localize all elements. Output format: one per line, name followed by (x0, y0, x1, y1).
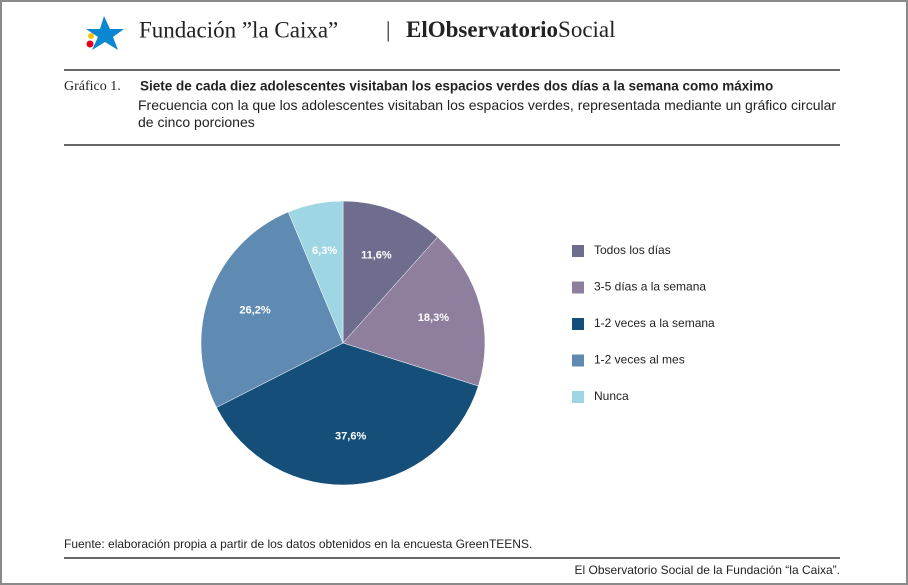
footer: El Observatorio Social de la Fundación “… (575, 563, 840, 577)
pie-slice (342, 200, 438, 344)
pie-slice (200, 211, 344, 408)
pie-slice (216, 342, 479, 486)
figure-label: Gráfico 1. (64, 79, 121, 94)
separator: | (386, 17, 390, 42)
legend-swatch (572, 354, 584, 367)
legend-label: Nunca (594, 389, 629, 403)
legend-label: 1-2 veces a la semana (594, 316, 715, 330)
subtitle-box: Frecuencia con la que los adolescentes v… (138, 97, 837, 130)
legend-swatch (572, 281, 584, 294)
legend-swatch (572, 245, 584, 257)
value-label: 11,6% (361, 249, 392, 261)
value-label: 18,3% (418, 312, 449, 324)
pie-slice (342, 236, 486, 387)
chart-title: Siete de cada diez adolescentes visitaba… (140, 79, 773, 94)
value-label: 37,6% (335, 430, 366, 442)
product-a: ElObservatorio (406, 17, 558, 42)
product-b: Social (558, 17, 616, 42)
brand: Fundación ”la Caixa” (139, 17, 338, 42)
value-label: 26,2% (239, 305, 270, 317)
source: Fuente: elaboración propia a partir de l… (64, 537, 532, 551)
product-name: ElObservatorioSocial (406, 17, 616, 42)
legend-swatch (572, 318, 584, 330)
logo-icon (86, 16, 124, 50)
legend-label: 3-5 días a la semana (594, 280, 706, 294)
pie-slice (287, 200, 344, 344)
legend-swatch (572, 391, 584, 403)
legend-label: Todos los días (594, 243, 671, 257)
value-label: 6,3% (312, 245, 337, 257)
chart-subtitle: Frecuencia con la que los adolescentes v… (138, 97, 837, 130)
legend-label: 1-2 veces al mes (594, 353, 685, 367)
